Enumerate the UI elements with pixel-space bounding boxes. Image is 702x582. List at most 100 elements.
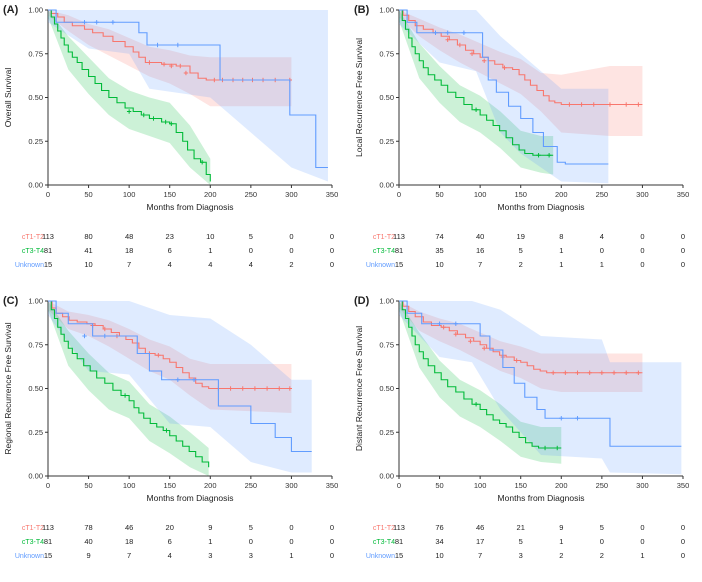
censor-mark xyxy=(287,386,293,391)
risk-count: 0 xyxy=(681,232,685,241)
censor-mark xyxy=(575,416,580,421)
risk-count: 1 xyxy=(289,551,293,560)
censor-mark xyxy=(82,333,87,339)
x-tick-label: 50 xyxy=(84,190,92,199)
censor-mark xyxy=(155,42,160,48)
censor-mark xyxy=(624,102,629,107)
risk-count: 81 xyxy=(44,537,52,546)
risk-count: 16 xyxy=(476,246,484,255)
risk-count: 2 xyxy=(519,260,523,269)
risk-count: 81 xyxy=(44,246,52,255)
y-tick-label: 0.00 xyxy=(28,181,43,190)
x-axis-title: Months from Diagnosis xyxy=(147,202,234,212)
risk-count: 0 xyxy=(330,246,334,255)
risk-count: 0 xyxy=(330,551,334,560)
y-tick-label: 0.25 xyxy=(28,428,43,437)
censor-mark xyxy=(82,20,87,25)
censor-mark xyxy=(161,62,167,67)
risk-table-group-label: cT3-T4 xyxy=(22,248,44,255)
risk-count: 41 xyxy=(84,246,92,255)
censor-mark xyxy=(457,42,463,48)
risk-count: 0 xyxy=(640,260,644,269)
censor-mark xyxy=(636,370,641,375)
x-tick-label: 200 xyxy=(555,481,568,490)
x-tick-label: 350 xyxy=(677,481,690,490)
x-tick-label: 300 xyxy=(636,190,649,199)
y-tick-label: 0.50 xyxy=(379,384,394,393)
risk-count: 1 xyxy=(640,551,644,560)
risk-count: 0 xyxy=(681,523,685,532)
censor-mark xyxy=(461,30,467,35)
x-tick-label: 50 xyxy=(435,190,443,199)
panel-letter: (A) xyxy=(3,4,19,16)
x-tick-label: 300 xyxy=(636,481,649,490)
risk-count: 4 xyxy=(600,232,604,241)
censor-mark xyxy=(147,60,152,65)
x-tick-label: 100 xyxy=(474,190,487,199)
censor-mark xyxy=(473,402,479,407)
risk-table-group-label: cT1-T2 xyxy=(373,234,395,241)
risk-count: 3 xyxy=(208,551,212,560)
risk-count: 10 xyxy=(435,260,443,269)
censor-mark xyxy=(163,119,168,125)
x-tick-label: 250 xyxy=(245,190,258,199)
censor-mark xyxy=(445,30,450,35)
censor-mark xyxy=(126,109,132,114)
risk-count: 0 xyxy=(330,260,334,269)
risk-count: 17 xyxy=(476,537,484,546)
risk-count: 78 xyxy=(84,523,92,532)
censor-mark xyxy=(473,107,479,112)
y-tick-label: 1.00 xyxy=(28,6,43,15)
censor-mark xyxy=(555,445,560,451)
x-tick-label: 100 xyxy=(123,481,136,490)
risk-count: 0 xyxy=(640,246,644,255)
ci-band xyxy=(48,301,312,473)
risk-count: 23 xyxy=(166,232,174,241)
y-tick-label: 0.00 xyxy=(379,472,394,481)
y-tick-label: 0.25 xyxy=(379,137,394,146)
censor-mark xyxy=(178,63,183,69)
risk-count: 7 xyxy=(127,260,131,269)
risk-count: 74 xyxy=(435,232,443,241)
panel-letter: (C) xyxy=(3,295,19,307)
risk-count: 4 xyxy=(168,260,172,269)
censor-mark xyxy=(164,428,169,433)
censor-mark xyxy=(212,77,217,83)
x-axis-title: Months from Diagnosis xyxy=(498,493,585,503)
survival-curve xyxy=(48,300,210,468)
y-tick-label: 1.00 xyxy=(379,6,394,15)
y-axis-title: Regional Recurrence Free Survival xyxy=(3,322,13,454)
censor-mark xyxy=(468,339,473,344)
x-axis-title: Months from Diagnosis xyxy=(498,202,585,212)
risk-count: 0 xyxy=(330,232,334,241)
y-tick-label: 0.50 xyxy=(28,384,43,393)
y-tick-label: 0.00 xyxy=(28,472,43,481)
x-tick-label: 350 xyxy=(677,190,690,199)
x-tick-label: 0 xyxy=(397,481,401,490)
risk-count: 40 xyxy=(476,232,484,241)
axes: 0 50 100 150 200 250 300 350 0.00 0.25 0.50 0.75 1.0… xyxy=(28,297,338,491)
risk-table-group-label: Unknown xyxy=(15,262,44,269)
x-tick-label: 100 xyxy=(474,481,487,490)
risk-count: 0 xyxy=(600,537,604,546)
risk-count: 9 xyxy=(559,523,563,532)
risk-count: 4 xyxy=(168,551,172,560)
risk-count: 18 xyxy=(125,246,133,255)
x-tick-label: 0 xyxy=(397,190,401,199)
x-tick-label: 250 xyxy=(596,190,609,199)
censor-mark xyxy=(607,102,613,107)
risk-count: 0 xyxy=(249,537,253,546)
risk-count: 0 xyxy=(249,246,253,255)
survival-curve xyxy=(48,9,211,182)
ci-band xyxy=(399,301,562,464)
y-tick-label: 0.50 xyxy=(379,93,394,102)
axes: 0 50 100 150 200 250 300 350 0.00 0.25 0.50 0.75 1.0… xyxy=(379,297,689,491)
risk-count: 113 xyxy=(393,232,405,241)
risk-count: 15 xyxy=(44,551,52,560)
y-tick-label: 0.75 xyxy=(379,49,394,58)
x-tick-label: 250 xyxy=(245,481,258,490)
risk-count: 48 xyxy=(125,232,133,241)
censor-mark xyxy=(559,416,564,421)
